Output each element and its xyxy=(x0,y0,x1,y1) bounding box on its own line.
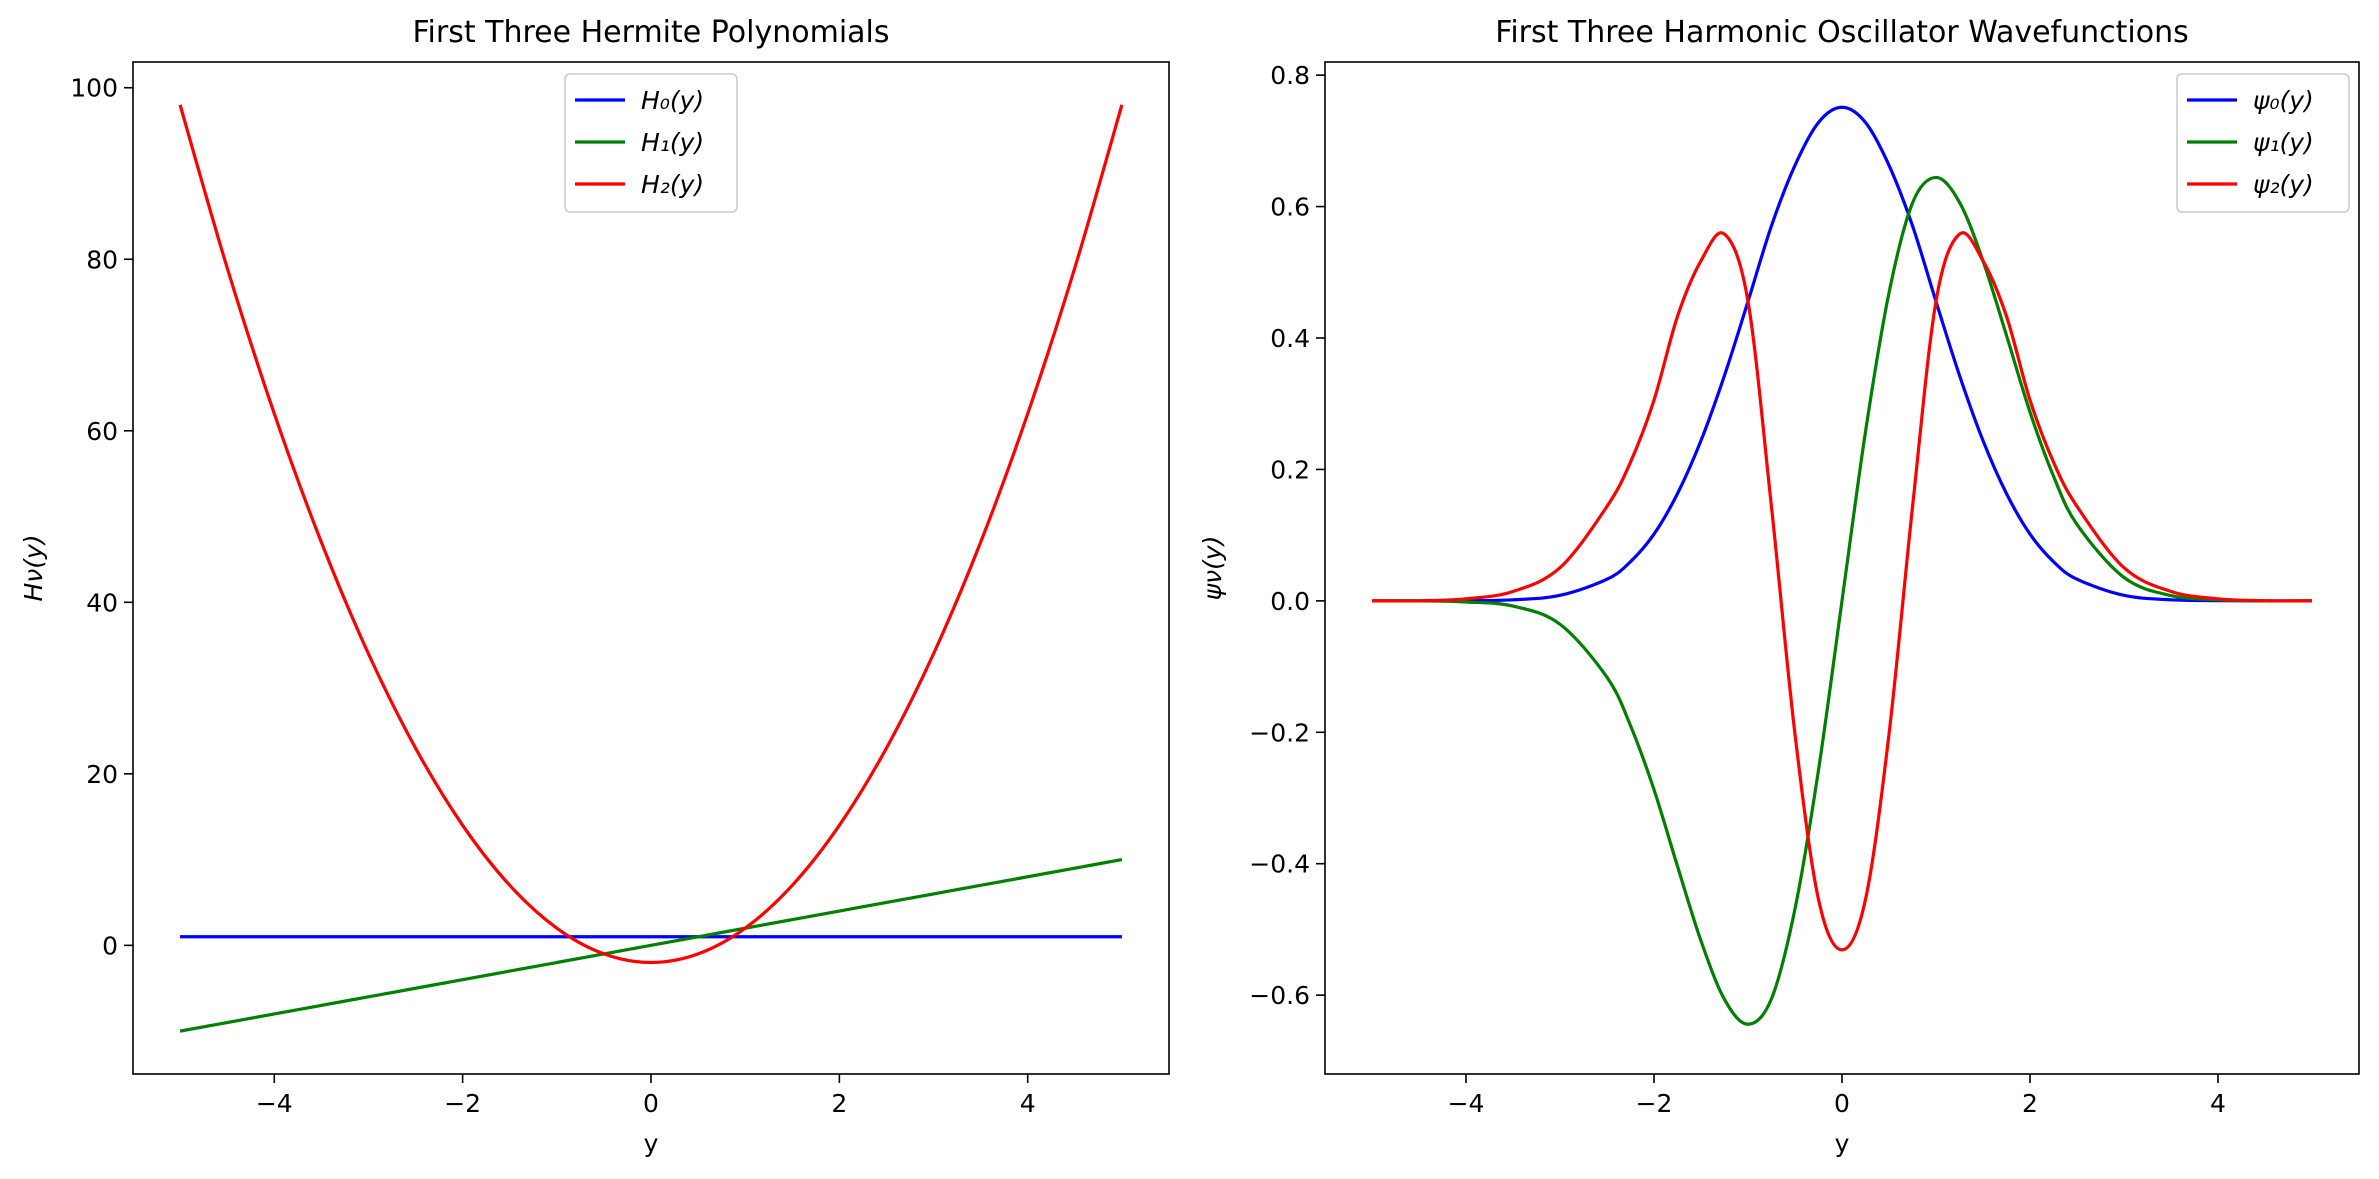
y-tick-label: −0.6 xyxy=(1249,981,1310,1010)
series-line-0 xyxy=(1371,105,2313,603)
y-tick-label: 0.2 xyxy=(1270,455,1310,484)
y-tick-label: −0.4 xyxy=(1249,850,1310,879)
x-tick-label: −2 xyxy=(444,1089,481,1118)
x-tick-label: 0 xyxy=(643,1089,659,1118)
y-tick-label: 0.4 xyxy=(1270,324,1310,353)
x-axis-label: y xyxy=(644,1129,659,1158)
plot-lines xyxy=(178,104,1124,1033)
axis-ticks: −4 −2 0 2 4 −0.6 −0.4 −0.2 0.0 0.2 0.4 0.6 0.8 xyxy=(1249,61,2226,1118)
x-tick-label: 0 xyxy=(1834,1089,1850,1118)
legend-label: H₂(y) xyxy=(641,170,704,199)
series-line-2 xyxy=(178,104,1124,965)
x-tick-label: −4 xyxy=(1448,1089,1485,1118)
x-axis-label: y xyxy=(1835,1129,1850,1158)
x-tick-label: 2 xyxy=(831,1089,847,1118)
chart-title: First Three Hermite Polynomials xyxy=(412,15,889,50)
y-tick-label: 0.0 xyxy=(1270,587,1310,616)
x-tick-label: 4 xyxy=(1020,1089,1036,1118)
y-tick-label: 20 xyxy=(86,760,118,789)
plot-lines xyxy=(1371,105,2313,1026)
series-line-2 xyxy=(1371,231,2313,952)
series-line-1 xyxy=(1371,175,2313,1026)
legend-label: ψ₁(y) xyxy=(2253,128,2314,157)
y-tick-label: −0.2 xyxy=(1249,718,1310,747)
x-tick-label: −2 xyxy=(1636,1089,1673,1118)
y-axis-label: Hν(y) xyxy=(19,534,48,601)
legend-box xyxy=(564,73,738,213)
x-tick-label: 4 xyxy=(2210,1089,2226,1118)
legend-label: ψ₀(y) xyxy=(2253,86,2314,115)
x-tick-label: −4 xyxy=(256,1089,293,1118)
y-tick-label: 0.8 xyxy=(1270,61,1310,90)
legend-label: ψ₂(y) xyxy=(2253,170,2314,199)
legend: H₀(y) H₁(y) H₂(y) xyxy=(564,73,738,213)
x-tick-label: 2 xyxy=(2022,1089,2038,1118)
y-axis-label: ψν(y) xyxy=(1198,536,1227,601)
legend: ψ₀(y) ψ₁(y) ψ₂(y) xyxy=(2176,73,2350,213)
wavefunctions-panel: First Three Harmonic Oscillator Wavefunc… xyxy=(1198,15,2360,1158)
legend-label: H₁(y) xyxy=(641,128,704,157)
y-tick-label: 80 xyxy=(86,245,118,274)
plot-frame xyxy=(132,61,1170,1075)
series-line-1 xyxy=(179,858,1123,1033)
y-tick-label: 60 xyxy=(86,417,118,446)
y-tick-label: 100 xyxy=(70,74,118,103)
y-tick-label: 0 xyxy=(102,931,118,960)
hermite-polynomials-panel: First Three Hermite Polynomials y Hν(y) … xyxy=(19,15,1170,1158)
plot-frame xyxy=(1324,61,2360,1075)
y-tick-label: 40 xyxy=(86,588,118,617)
legend-label: H₀(y) xyxy=(641,86,704,115)
chart-title: First Three Harmonic Oscillator Wavefunc… xyxy=(1495,15,2188,50)
y-tick-label: 0.6 xyxy=(1270,193,1310,222)
legend-box xyxy=(2176,73,2350,213)
